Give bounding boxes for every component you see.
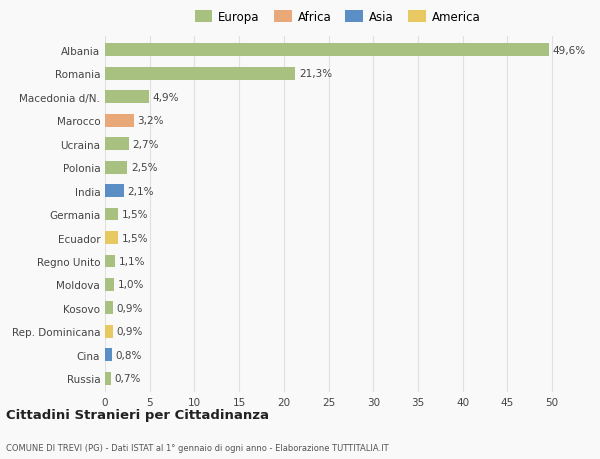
Bar — [105, 348, 112, 361]
Text: Cittadini Stranieri per Cittadinanza: Cittadini Stranieri per Cittadinanza — [6, 408, 269, 421]
Bar — [105, 68, 295, 81]
Bar — [105, 231, 118, 245]
Text: 49,6%: 49,6% — [552, 46, 585, 56]
Text: 1,5%: 1,5% — [122, 233, 148, 243]
Text: 2,5%: 2,5% — [131, 163, 157, 173]
Text: 2,7%: 2,7% — [133, 140, 159, 149]
Text: 3,2%: 3,2% — [137, 116, 164, 126]
Bar — [105, 302, 113, 314]
Text: 4,9%: 4,9% — [152, 93, 179, 102]
Bar — [105, 208, 118, 221]
Bar — [105, 185, 124, 198]
Text: 1,0%: 1,0% — [118, 280, 144, 290]
Bar — [105, 278, 114, 291]
Text: 2,1%: 2,1% — [127, 186, 154, 196]
Text: 21,3%: 21,3% — [299, 69, 332, 79]
Text: 0,9%: 0,9% — [116, 327, 143, 336]
Bar — [105, 138, 129, 151]
Bar — [105, 45, 548, 57]
Text: 1,1%: 1,1% — [118, 257, 145, 266]
Bar — [105, 115, 134, 128]
Bar — [105, 255, 115, 268]
Legend: Europa, Africa, Asia, America: Europa, Africa, Asia, America — [191, 7, 484, 27]
Bar — [105, 372, 111, 385]
Text: 0,7%: 0,7% — [115, 374, 141, 383]
Text: COMUNE DI TREVI (PG) - Dati ISTAT al 1° gennaio di ogni anno - Elaborazione TUTT: COMUNE DI TREVI (PG) - Dati ISTAT al 1° … — [6, 443, 389, 452]
Text: 0,8%: 0,8% — [116, 350, 142, 360]
Text: 1,5%: 1,5% — [122, 210, 148, 219]
Bar — [105, 325, 113, 338]
Bar — [105, 162, 127, 174]
Text: 0,9%: 0,9% — [116, 303, 143, 313]
Bar — [105, 91, 149, 104]
